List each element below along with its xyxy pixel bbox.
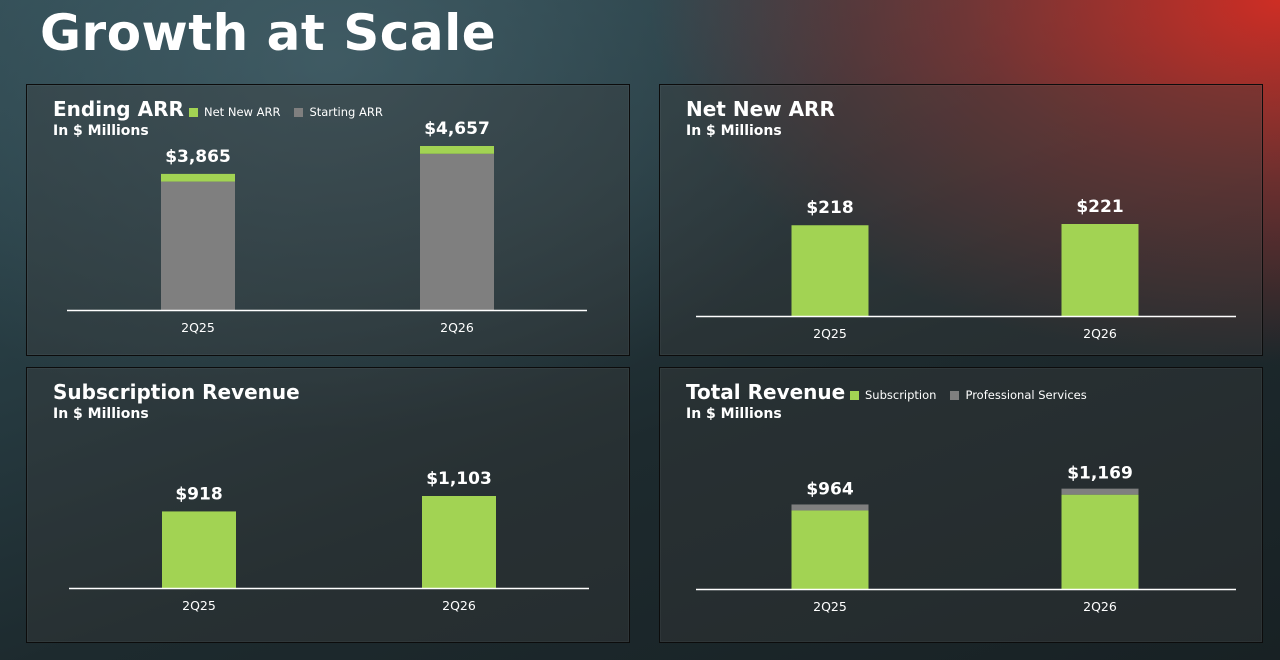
bar-value-2q26: [1061, 224, 1139, 316]
subscription-revenue-panel: Subscription Revenue In $ Millions $918 2…: [26, 367, 630, 643]
bar-starting-arr-2q26: [420, 153, 494, 310]
net-new-arr-chart: $218 2Q25 $221 2Q26: [696, 197, 1236, 341]
legend-swatch: [294, 107, 304, 117]
chart-subtitle: In $ Millions: [686, 406, 782, 422]
legend-swatch: [950, 390, 960, 400]
data-label: $3,865: [165, 147, 231, 167]
x-tick-label: 2Q25: [182, 598, 216, 613]
legend-item-net-new-arr: Net New ARR: [189, 105, 280, 119]
x-tick-label: 2Q25: [813, 599, 847, 614]
data-label: $1,103: [426, 469, 492, 489]
chart-subtitle: In $ Millions: [53, 406, 149, 422]
data-label: $221: [1076, 197, 1123, 217]
bar-value-2q25: [791, 225, 869, 316]
legend-label: Professional Services: [965, 388, 1087, 402]
data-label: $218: [806, 198, 853, 218]
bar-starting-arr-2q25: [161, 181, 235, 310]
x-tick-label: 2Q26: [442, 598, 476, 613]
legend-swatch: [850, 390, 859, 400]
x-tick-label: 2Q26: [440, 320, 474, 335]
chart-subtitle: In $ Millions: [53, 123, 149, 139]
legend-item-starting-arr: Starting ARR: [294, 105, 383, 119]
bar-subscription-2q26: [1061, 494, 1139, 589]
chart-title: Net New ARR: [686, 97, 835, 121]
chart-title: Subscription Revenue: [53, 380, 300, 404]
legend-item-professional-services: Professional Services: [950, 388, 1087, 402]
chart-legend: Subscription Professional Services: [850, 388, 1087, 402]
ending-arr-chart: $3,865 2Q25 $4,657 2Q26: [67, 119, 587, 335]
bar-value-2q26: [422, 496, 496, 588]
bar-subscription-2q25: [791, 510, 869, 589]
data-label: $918: [175, 484, 222, 504]
legend-label: Net New ARR: [204, 105, 281, 119]
bar-professional-services-2q26: [1061, 488, 1139, 495]
legend-label: Starting ARR: [309, 105, 383, 119]
net-new-arr-panel: Net New ARR In $ Millions $218 2Q25 $221 2Q…: [659, 84, 1263, 356]
data-label: $1,169: [1067, 464, 1133, 484]
total-revenue-chart: $964 2Q25 $1,169 2Q26: [696, 464, 1236, 614]
bar-net-new-arr-2q26: [420, 146, 494, 154]
chart-title: Total Revenue: [686, 380, 846, 404]
legend-label: Subscription: [865, 388, 937, 402]
ending-arr-panel: Ending ARR In $ Millions Net New ARR Sta…: [26, 84, 630, 356]
bar-professional-services-2q25: [791, 504, 869, 511]
x-tick-label: 2Q26: [1083, 326, 1117, 341]
subscription-revenue-chart: $918 2Q25 $1,103 2Q26: [69, 469, 589, 613]
data-label: $4,657: [424, 119, 490, 139]
total-revenue-panel: Total Revenue In $ Millions Subscription…: [659, 367, 1263, 643]
x-tick-label: 2Q25: [181, 320, 215, 335]
chart-legend: Net New ARR Starting ARR: [189, 105, 383, 119]
legend-item-subscription: Subscription: [850, 388, 936, 402]
bar-net-new-arr-2q25: [161, 173, 235, 182]
legend-swatch: [189, 107, 198, 117]
bar-value-2q25: [162, 511, 236, 588]
x-tick-label: 2Q25: [813, 326, 847, 341]
x-tick-label: 2Q26: [1083, 599, 1117, 614]
chart-subtitle: In $ Millions: [686, 123, 782, 139]
page-title: Growth at Scale: [40, 4, 497, 62]
chart-title: Ending ARR: [53, 97, 184, 121]
data-label: $964: [806, 479, 853, 499]
